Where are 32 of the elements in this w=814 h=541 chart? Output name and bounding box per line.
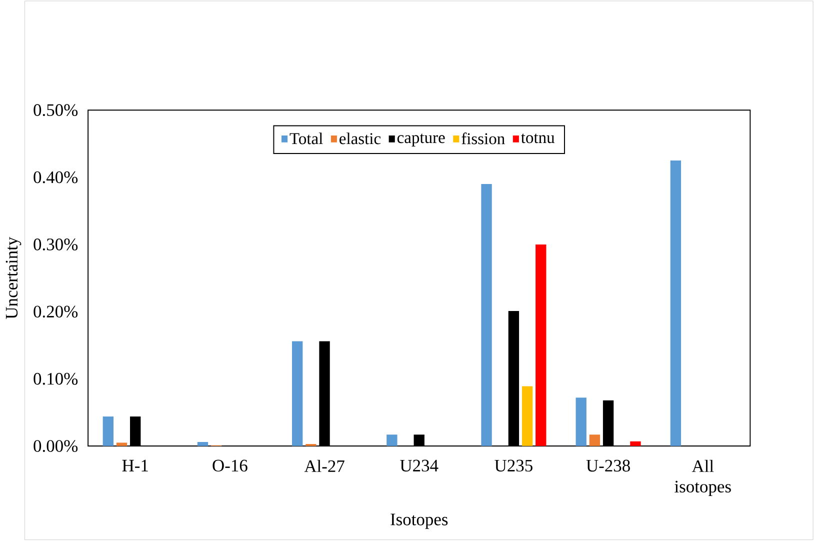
y-tick-label: 0.40% bbox=[34, 171, 78, 184]
legend-label: elastic bbox=[340, 132, 381, 144]
y-tick-label: 0.30% bbox=[34, 238, 78, 251]
bar bbox=[522, 386, 533, 446]
y-tick-label: 0.50% bbox=[34, 104, 78, 116]
bar bbox=[481, 184, 492, 446]
bar bbox=[386, 434, 398, 446]
x-tick-label: All isotopes bbox=[674, 460, 731, 496]
y-tick-label: 0.20% bbox=[34, 306, 78, 318]
bar bbox=[536, 244, 546, 446]
x-tick-label: U235 bbox=[494, 460, 532, 472]
y-axis-title: Uncertainty bbox=[6, 237, 22, 320]
x-axis-title: Isotopes bbox=[390, 514, 448, 529]
x-tick-label: Al-27 bbox=[304, 460, 344, 472]
x-tick-label: U234 bbox=[400, 460, 438, 472]
bar bbox=[116, 442, 128, 446]
bar bbox=[102, 416, 114, 446]
x-tick-label: H-1 bbox=[122, 460, 148, 472]
bar bbox=[670, 160, 682, 446]
legend-label: fission bbox=[462, 132, 505, 144]
bar bbox=[292, 341, 303, 446]
y-tick-label: 0.00% bbox=[34, 440, 78, 452]
bar bbox=[576, 398, 586, 446]
bar bbox=[197, 442, 208, 446]
legend-label: Total bbox=[290, 132, 323, 144]
legend-label: totnu bbox=[521, 134, 555, 144]
bar bbox=[589, 434, 600, 446]
legend-label: capture bbox=[397, 134, 445, 147]
x-tick-label: U-238 bbox=[586, 460, 630, 472]
x-tick-label: O-16 bbox=[212, 460, 248, 472]
bar bbox=[630, 441, 641, 446]
y-tick-label: 0.10% bbox=[34, 373, 78, 385]
